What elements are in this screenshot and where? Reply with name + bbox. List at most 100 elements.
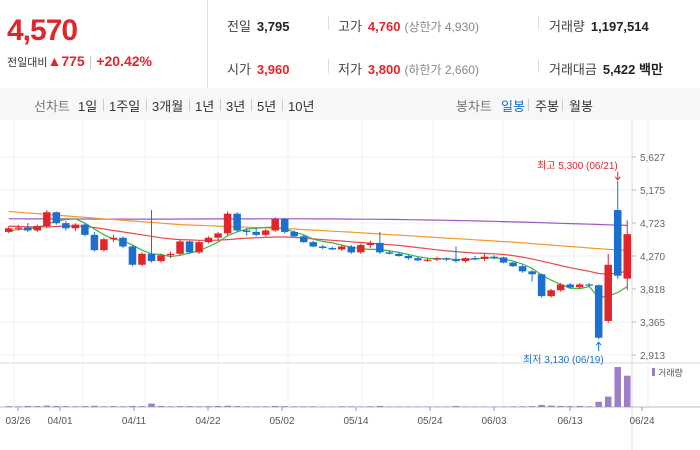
volume-bar <box>252 406 260 407</box>
high-price: 고가 4,760 (상한가 4,930) <box>338 16 479 35</box>
candle-body <box>452 259 460 262</box>
volume: 거래량 1,197,514 <box>549 16 649 35</box>
trade-value-label: 거래대금 <box>549 62 597 77</box>
volume-bar <box>15 406 22 407</box>
x-tick-label: 06/03 <box>481 416 506 427</box>
divider <box>538 16 539 30</box>
candle-body <box>338 246 346 250</box>
volume-bar <box>138 406 146 407</box>
volume-bar <box>614 367 621 407</box>
up-arrow-icon: ▲ <box>47 53 62 69</box>
volume-bar <box>395 406 403 407</box>
volume-bar <box>148 403 155 407</box>
volume-bar <box>91 405 98 407</box>
volume-bar <box>424 406 431 407</box>
candle-body <box>195 242 203 253</box>
candle-daily[interactable]: 일봉 <box>501 99 525 114</box>
volume-bar <box>271 405 279 407</box>
x-tick-label: 05/24 <box>417 416 442 427</box>
period-3y[interactable]: 3년 <box>226 99 246 114</box>
candle-body <box>357 245 365 253</box>
volume-bar <box>195 406 203 407</box>
volume-bar <box>214 405 222 407</box>
low-arrowhead <box>595 341 602 346</box>
y-tick-label: 4,270 <box>640 252 665 263</box>
candle-body <box>509 262 517 267</box>
volume-bar <box>157 405 165 407</box>
volume-bar <box>547 405 555 407</box>
change-label: 전일대비 <box>7 57 48 69</box>
y-tick-label: 3,365 <box>640 318 665 329</box>
period-5y[interactable]: 5년 <box>257 99 277 114</box>
divider <box>538 59 539 73</box>
volume-bar <box>481 406 488 407</box>
candle-body <box>309 242 317 247</box>
high-annotation: 최고 5,300 (06/21) <box>537 160 618 172</box>
candle-body <box>366 242 375 246</box>
x-tick-label: 04/11 <box>122 416 147 427</box>
volume-bar <box>281 406 288 407</box>
x-axis: 03/26 04/01 04/11 04/22 05/02 05/14 05/24 06/03… <box>5 407 655 427</box>
volume-label: 거래량 <box>549 19 585 34</box>
candle-body <box>471 258 479 260</box>
volume-bar <box>500 406 507 407</box>
current-price-box: 4,570 전일대비▲775 | +20.42% <box>0 0 208 88</box>
volume-bar <box>623 375 631 407</box>
volume-bar <box>205 406 212 407</box>
price-summary: 4,570 전일대비▲775 | +20.42% 전일 3,795 고가 4,760 (상… <box>0 0 700 89</box>
candle-body <box>119 237 127 247</box>
candle-body <box>52 212 61 224</box>
volume-bar <box>357 406 365 407</box>
period-3m[interactable]: 3개월 <box>152 99 184 114</box>
candle-body <box>547 290 555 297</box>
volume-bar <box>471 406 479 407</box>
divider <box>282 99 283 111</box>
candle-body <box>185 241 194 253</box>
candle-body <box>623 234 631 279</box>
period-1d[interactable]: 1일 <box>78 99 98 114</box>
volume-bars: 거래량 <box>5 367 683 407</box>
volume-bar <box>338 406 346 407</box>
candle-body <box>299 236 308 243</box>
volume-bar <box>110 406 117 407</box>
divider: | <box>88 53 93 69</box>
change-rate: +20.42% <box>96 53 153 69</box>
change-value: 775 <box>61 53 85 69</box>
candle-body <box>43 212 51 227</box>
candle-body <box>214 233 222 238</box>
low-price: 저가 3,800 (하한가 2,660) <box>338 59 479 78</box>
period-1y[interactable]: 1년 <box>195 99 215 114</box>
candle-body <box>528 271 536 275</box>
volume-bar <box>414 406 422 407</box>
candle-body <box>5 228 13 232</box>
period-1w[interactable]: 1주일 <box>109 99 141 114</box>
volume-value: 1,197,514 <box>590 19 649 34</box>
volume-bar <box>528 406 536 407</box>
volume-bar <box>309 406 317 407</box>
candle-body <box>347 246 356 253</box>
volume-bar <box>585 406 593 407</box>
volume-bar <box>300 406 307 407</box>
volume-bar <box>509 406 517 407</box>
period-10y[interactable]: 10년 <box>288 99 315 114</box>
volume-bar <box>576 405 583 407</box>
candle-body <box>594 285 603 338</box>
price-change: 전일대비▲775 | +20.42% <box>7 53 152 70</box>
volume-bar <box>376 405 384 407</box>
divider <box>562 99 563 111</box>
candle-monthly[interactable]: 월봉 <box>569 99 593 114</box>
divider <box>189 99 190 111</box>
volume-bar <box>443 406 450 407</box>
x-tick-label: 03/26 <box>5 416 30 427</box>
low-value: 3,800 <box>367 62 401 77</box>
x-tick-label: 06/24 <box>629 416 654 427</box>
candle-body <box>261 230 270 235</box>
x-tick-label: 05/02 <box>269 416 294 427</box>
candle-body <box>376 242 384 253</box>
divider <box>328 59 329 73</box>
candle-body <box>62 223 70 229</box>
volume-bar <box>433 406 441 407</box>
candle-weekly[interactable]: 주봉 <box>535 99 559 114</box>
divider <box>528 99 529 111</box>
